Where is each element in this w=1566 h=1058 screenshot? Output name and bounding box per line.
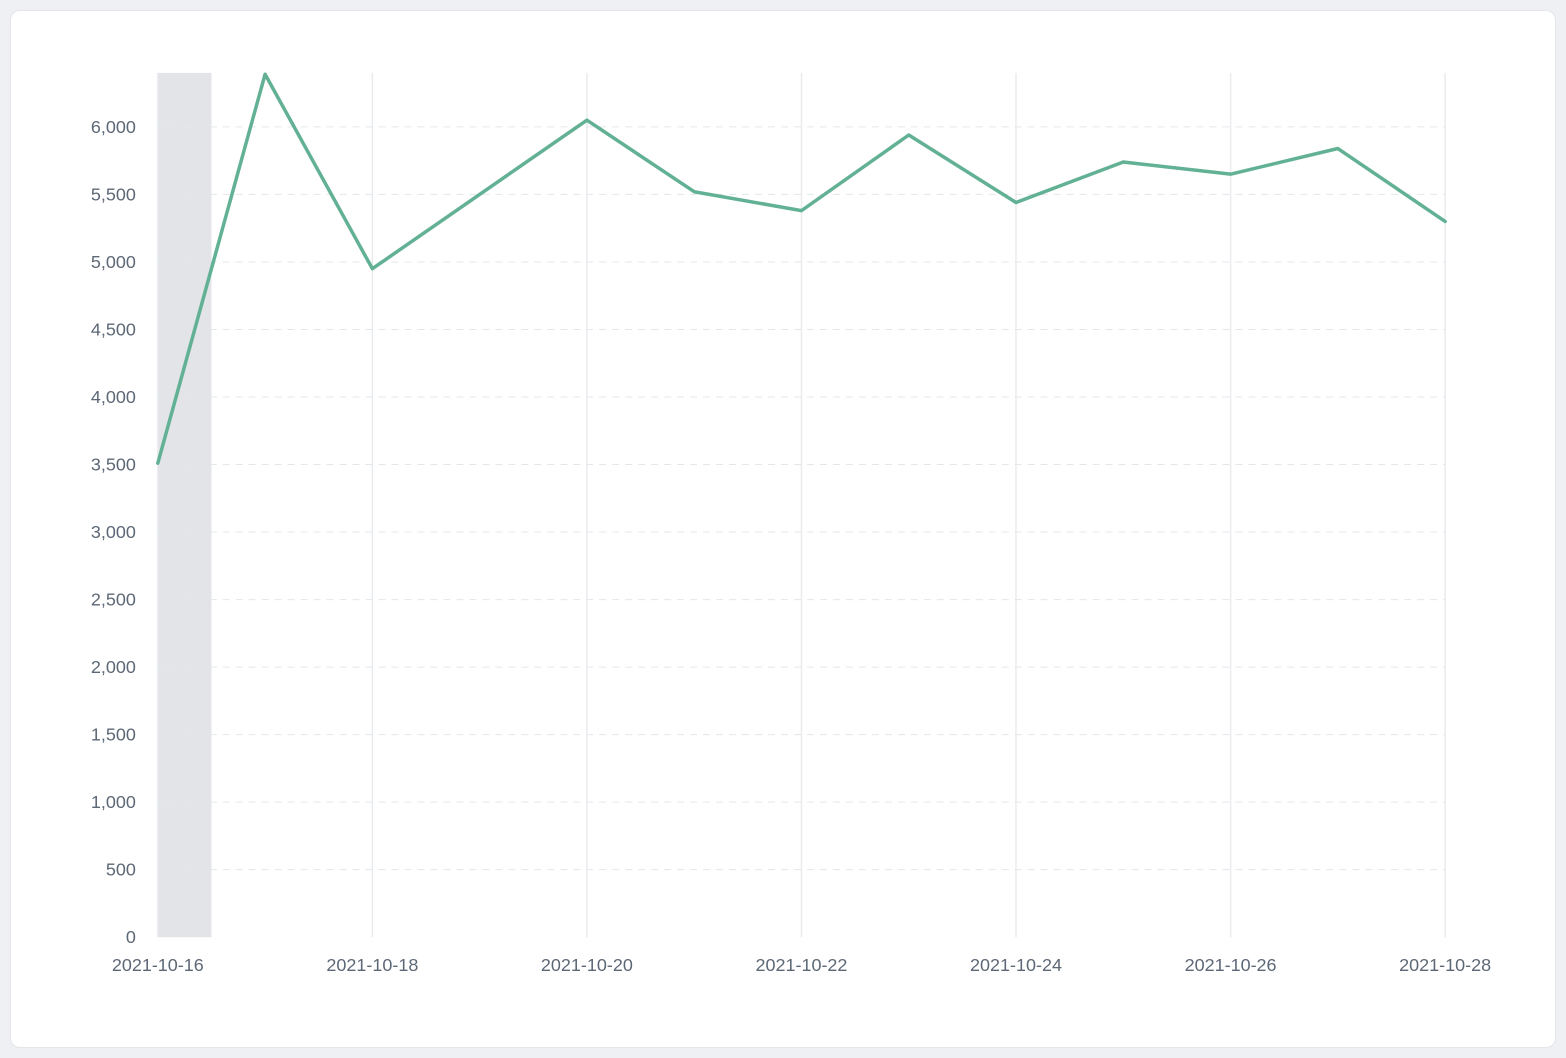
y-tick-label: 500 <box>106 860 136 880</box>
y-tick-label: 3,000 <box>91 522 136 542</box>
y-tick-label: 2,500 <box>91 590 136 610</box>
x-tick-label: 2021-10-18 <box>326 955 418 975</box>
x-tick-label: 2021-10-20 <box>541 955 633 975</box>
highlight-band <box>157 72 212 938</box>
y-tick-label: 1,000 <box>91 792 136 812</box>
line-chart: 0 500 1,000 1,500 2,000 2,500 3,000 3,500 4,000 4… <box>91 72 1491 975</box>
y-tick-label: 5,500 <box>91 184 136 204</box>
y-tick-label: 3,500 <box>91 455 136 475</box>
chart-card: 0 500 1,000 1,500 2,000 2,500 3,000 3,500 4,000 4… <box>10 10 1556 1048</box>
y-tick-label: 6,000 <box>91 117 136 137</box>
x-tick-label: 2021-10-24 <box>970 955 1062 975</box>
y-tick-label: 4,500 <box>91 319 136 339</box>
data-line <box>156 72 1447 465</box>
y-tick-label: 2,000 <box>91 657 136 677</box>
x-tick-label: 2021-10-26 <box>1185 955 1277 975</box>
y-tick-label: 1,500 <box>91 725 136 745</box>
x-tick-label: 2021-10-22 <box>756 955 848 975</box>
x-tick-label: 2021-10-16 <box>112 955 204 975</box>
y-tick-label: 4,000 <box>91 387 136 407</box>
y-tick-label: 5,000 <box>91 252 136 272</box>
x-tick-label: 2021-10-28 <box>1399 955 1491 975</box>
y-tick-label: 0 <box>126 927 136 947</box>
